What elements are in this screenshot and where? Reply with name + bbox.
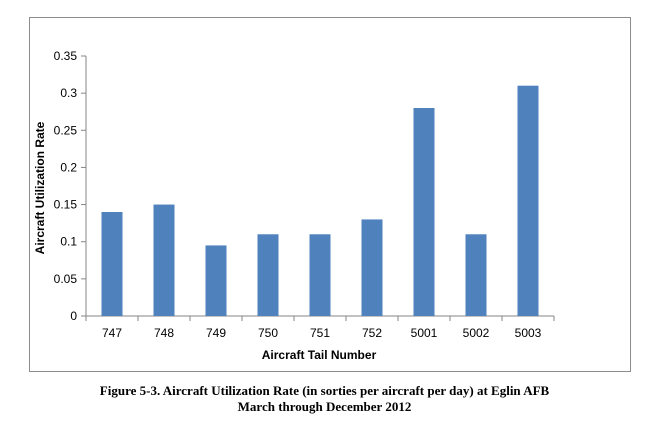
caption-line-2: March through December 2012 <box>237 399 412 414</box>
x-tick-label: 750 <box>258 326 278 340</box>
y-tick-label: 0.25 <box>54 123 78 137</box>
bar-749 <box>205 245 227 316</box>
y-tick-label: 0.35 <box>54 49 78 63</box>
x-tick-label: 5001 <box>411 326 438 340</box>
y-tick-label: 0.05 <box>54 272 78 286</box>
utilization-bar-chart: 0 0.05 0.1 0.15 0.2 0.25 0.3 0.35 747 748 749 750 75… <box>33 49 555 362</box>
y-tick-label: 0.1 <box>60 235 77 249</box>
y-tick-label: 0 <box>70 309 77 323</box>
caption-line-1: Figure 5-3. Aircraft Utilization Rate (i… <box>99 383 550 398</box>
x-tick-label: 5003 <box>515 326 542 340</box>
x-tick-label: 747 <box>102 326 122 340</box>
bar-5003 <box>517 85 539 316</box>
y-tick-label: 0.15 <box>54 198 78 212</box>
y-tick-label: 0.2 <box>60 160 77 174</box>
y-tick-label: 0.3 <box>60 86 77 100</box>
tick-labels: 0 0.05 0.1 0.15 0.2 0.25 0.3 0.35 747 748 749 750 75… <box>54 49 542 340</box>
y-axis-title: Aircraft Utilization Rate <box>33 121 47 254</box>
chart-frame: 0 0.05 0.1 0.15 0.2 0.25 0.3 0.35 747 748 749 750 75… <box>29 17 631 372</box>
bar-747 <box>101 212 123 316</box>
bar-750 <box>257 234 279 316</box>
x-tick-label: 748 <box>154 326 174 340</box>
x-tick-label: 751 <box>310 326 330 340</box>
bar-748 <box>153 204 175 316</box>
bar-752 <box>361 219 383 316</box>
x-tick-label: 749 <box>206 326 226 340</box>
bar-5001 <box>413 108 435 316</box>
bars <box>101 85 539 316</box>
bar-5002 <box>465 234 487 316</box>
figure-caption: Figure 5-3. Aircraft Utilization Rate (i… <box>0 383 649 415</box>
x-axis-title: Aircraft Tail Number <box>262 348 377 362</box>
bar-751 <box>309 234 331 316</box>
x-tick-label: 5002 <box>463 326 490 340</box>
x-tick-label: 752 <box>362 326 382 340</box>
